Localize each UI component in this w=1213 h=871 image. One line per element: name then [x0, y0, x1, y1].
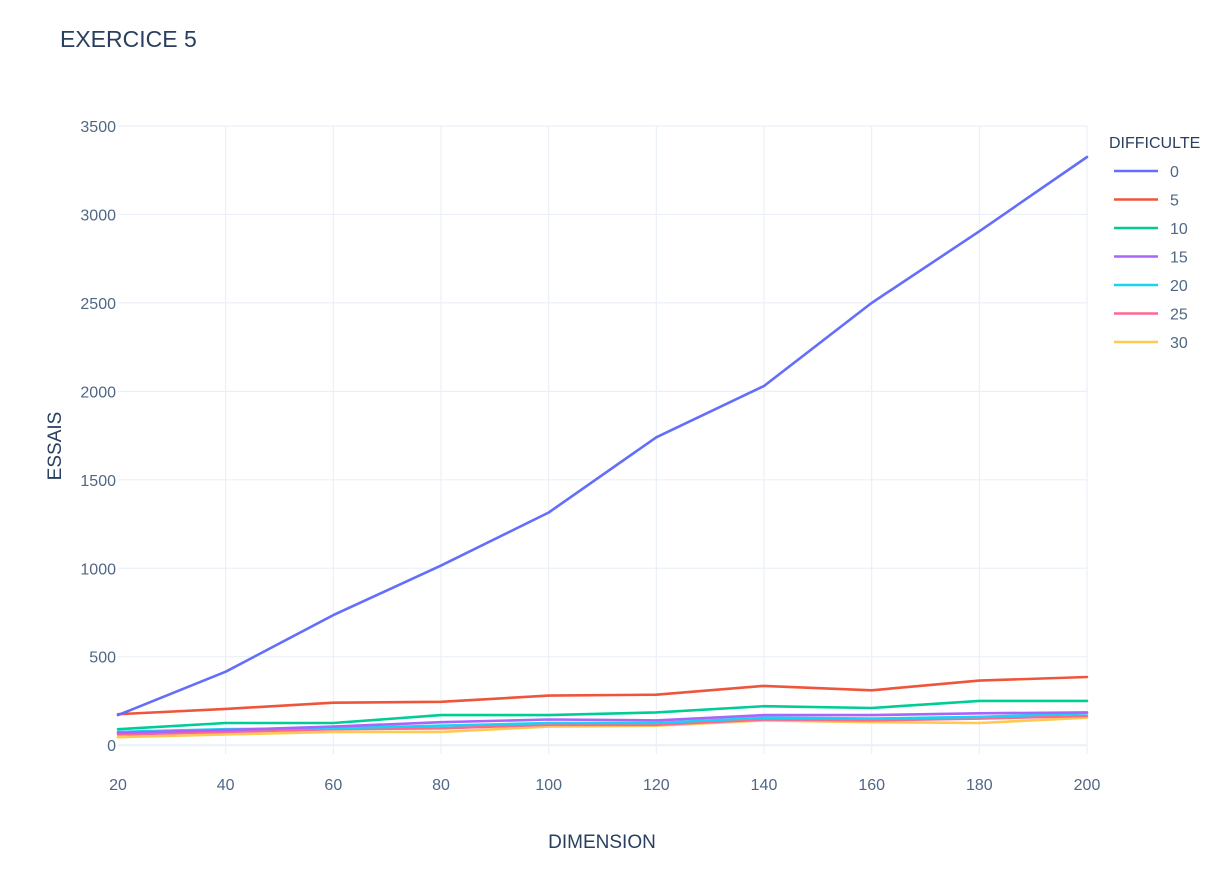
series-line-15[interactable]: [116, 711, 1089, 735]
x-tick-label: 160: [858, 777, 885, 794]
x-tick-label: 120: [643, 777, 670, 794]
x-axis-ticks: 20 40 60 80 100 120 140 160 180 200: [109, 777, 1100, 794]
series-line-25[interactable]: [116, 714, 1089, 736]
y-tick-label: 3000: [80, 207, 116, 224]
legend-item-10[interactable]: 10: [1114, 221, 1188, 238]
x-tick-label: 80: [432, 777, 450, 794]
legend-label: 10: [1170, 221, 1188, 238]
series-line-5[interactable]: [116, 675, 1089, 716]
y-tick-label: 1000: [80, 561, 116, 578]
y-tick-label: 0: [107, 738, 116, 755]
legend-item-15[interactable]: 15: [1114, 250, 1188, 267]
series-line-0[interactable]: [116, 155, 1089, 717]
legend-label: 30: [1170, 335, 1188, 352]
legend-label: 0: [1170, 164, 1179, 181]
legend-item-0[interactable]: 0: [1114, 164, 1179, 181]
x-axis-title: DIMENSION: [548, 832, 656, 853]
legend-label: 25: [1170, 307, 1188, 324]
series-lines: [116, 155, 1089, 739]
x-tick-label: 100: [535, 777, 562, 794]
x-tick-label: 40: [217, 777, 235, 794]
x-tick-label: 200: [1074, 777, 1101, 794]
x-gridlines: [225, 126, 1088, 754]
legend[interactable]: DIFFICULTE 0 5 10 15 20 25 30: [1109, 135, 1200, 352]
x-tick-label: 140: [751, 777, 778, 794]
y-tick-label: 2500: [80, 296, 116, 313]
legend-label: 5: [1170, 193, 1179, 210]
y-tick-label: 2000: [80, 384, 116, 401]
legend-title: DIFFICULTE: [1109, 135, 1200, 152]
y-axis-ticks: 0 500 1000 1500 2000 2500 3000 3500: [80, 119, 116, 755]
y-tick-label: 500: [89, 650, 116, 667]
legend-item-20[interactable]: 20: [1114, 278, 1188, 295]
y-tick-label: 1500: [80, 473, 116, 490]
y-tick-label: 3500: [80, 119, 116, 136]
series-line-30[interactable]: [116, 716, 1089, 739]
legend-label: 20: [1170, 278, 1188, 295]
x-tick-label: 20: [109, 777, 127, 794]
x-tick-label: 180: [966, 777, 993, 794]
legend-item-30[interactable]: 30: [1114, 335, 1188, 352]
y-gridlines: [118, 125, 1087, 658]
legend-item-25[interactable]: 25: [1114, 307, 1188, 324]
y-axis-title: ESSAIS: [45, 412, 66, 481]
legend-label: 15: [1170, 250, 1188, 267]
x-tick-label: 60: [324, 777, 342, 794]
chart-title: EXERCICE 5: [60, 26, 197, 52]
legend-item-5[interactable]: 5: [1114, 193, 1179, 210]
series-line-10[interactable]: [116, 699, 1089, 731]
